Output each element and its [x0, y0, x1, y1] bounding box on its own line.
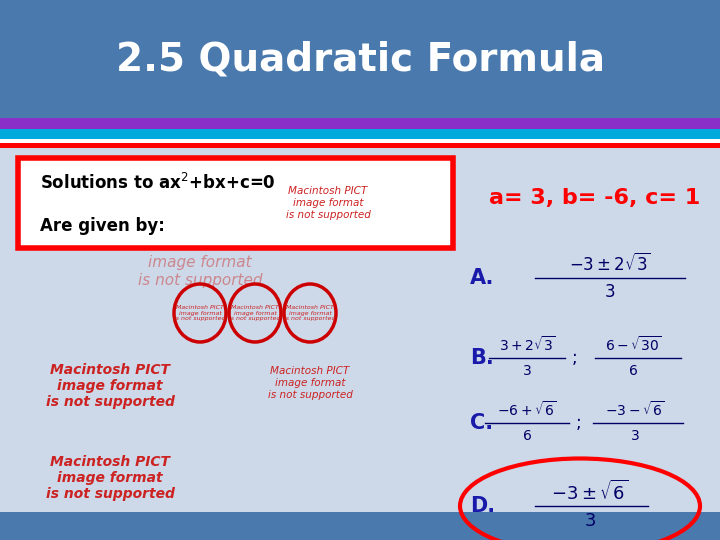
Text: $-3 \pm \sqrt{6}$: $-3 \pm \sqrt{6}$ [552, 480, 629, 504]
Text: Are given by:: Are given by: [40, 217, 165, 235]
Text: D.: D. [470, 496, 495, 516]
Text: A.: A. [470, 268, 495, 288]
Text: Macintosh PICT
image format
is not supported: Macintosh PICT image format is not suppo… [138, 238, 262, 288]
Text: Macintosh PICT
image format
is not supported: Macintosh PICT image format is not suppo… [229, 305, 281, 321]
Text: ;: ; [576, 414, 582, 432]
Bar [0, 512, 720, 540]
Text: Macintosh PICT
image format
is not supported: Macintosh PICT image format is not suppo… [174, 305, 226, 321]
Text: Macintosh PICT
image format
is not supported: Macintosh PICT image format is not suppo… [284, 305, 336, 321]
Text: 3: 3 [605, 283, 616, 301]
Text: Macintosh PICT
image format
is not supported: Macintosh PICT image format is not suppo… [286, 186, 370, 220]
Text: Macintosh PICT
image format
is not supported: Macintosh PICT image format is not suppo… [45, 363, 174, 409]
Text: C.: C. [470, 413, 493, 433]
Text: B.: B. [470, 348, 494, 368]
Bar [0, 143, 720, 148]
Text: 3: 3 [523, 364, 531, 378]
Text: $-3 \pm 2\sqrt{3}$: $-3 \pm 2\sqrt{3}$ [569, 253, 651, 275]
Text: $3+2\sqrt{3}$: $3+2\sqrt{3}$ [499, 335, 555, 354]
Text: ;: ; [572, 349, 578, 367]
Bar [0, 0, 720, 118]
Bar [0, 139, 720, 143]
Bar [0, 129, 720, 139]
Text: 6: 6 [629, 364, 637, 378]
Text: Macintosh PICT
image format
is not supported: Macintosh PICT image format is not suppo… [268, 367, 352, 400]
Text: 6: 6 [523, 429, 531, 443]
Bar [0, 148, 720, 512]
Text: $6-\sqrt{30}$: $6-\sqrt{30}$ [605, 335, 662, 354]
Bar [0, 118, 720, 129]
Text: $-6+\sqrt{6}$: $-6+\sqrt{6}$ [498, 401, 557, 420]
Text: Solutions to ax$^{2}$+bx+c=0: Solutions to ax$^{2}$+bx+c=0 [40, 173, 276, 193]
Text: Macintosh PICT
image format
is not supported: Macintosh PICT image format is not suppo… [45, 455, 174, 501]
Text: $-3-\sqrt{6}$: $-3-\sqrt{6}$ [606, 401, 665, 420]
Text: 3: 3 [631, 429, 639, 443]
Text: 3: 3 [584, 512, 595, 530]
Text: 2.5 Quadratic Formula: 2.5 Quadratic Formula [115, 40, 605, 78]
Text: a= 3, b= -6, c= 1: a= 3, b= -6, c= 1 [489, 188, 700, 208]
FancyBboxPatch shape [18, 158, 453, 248]
